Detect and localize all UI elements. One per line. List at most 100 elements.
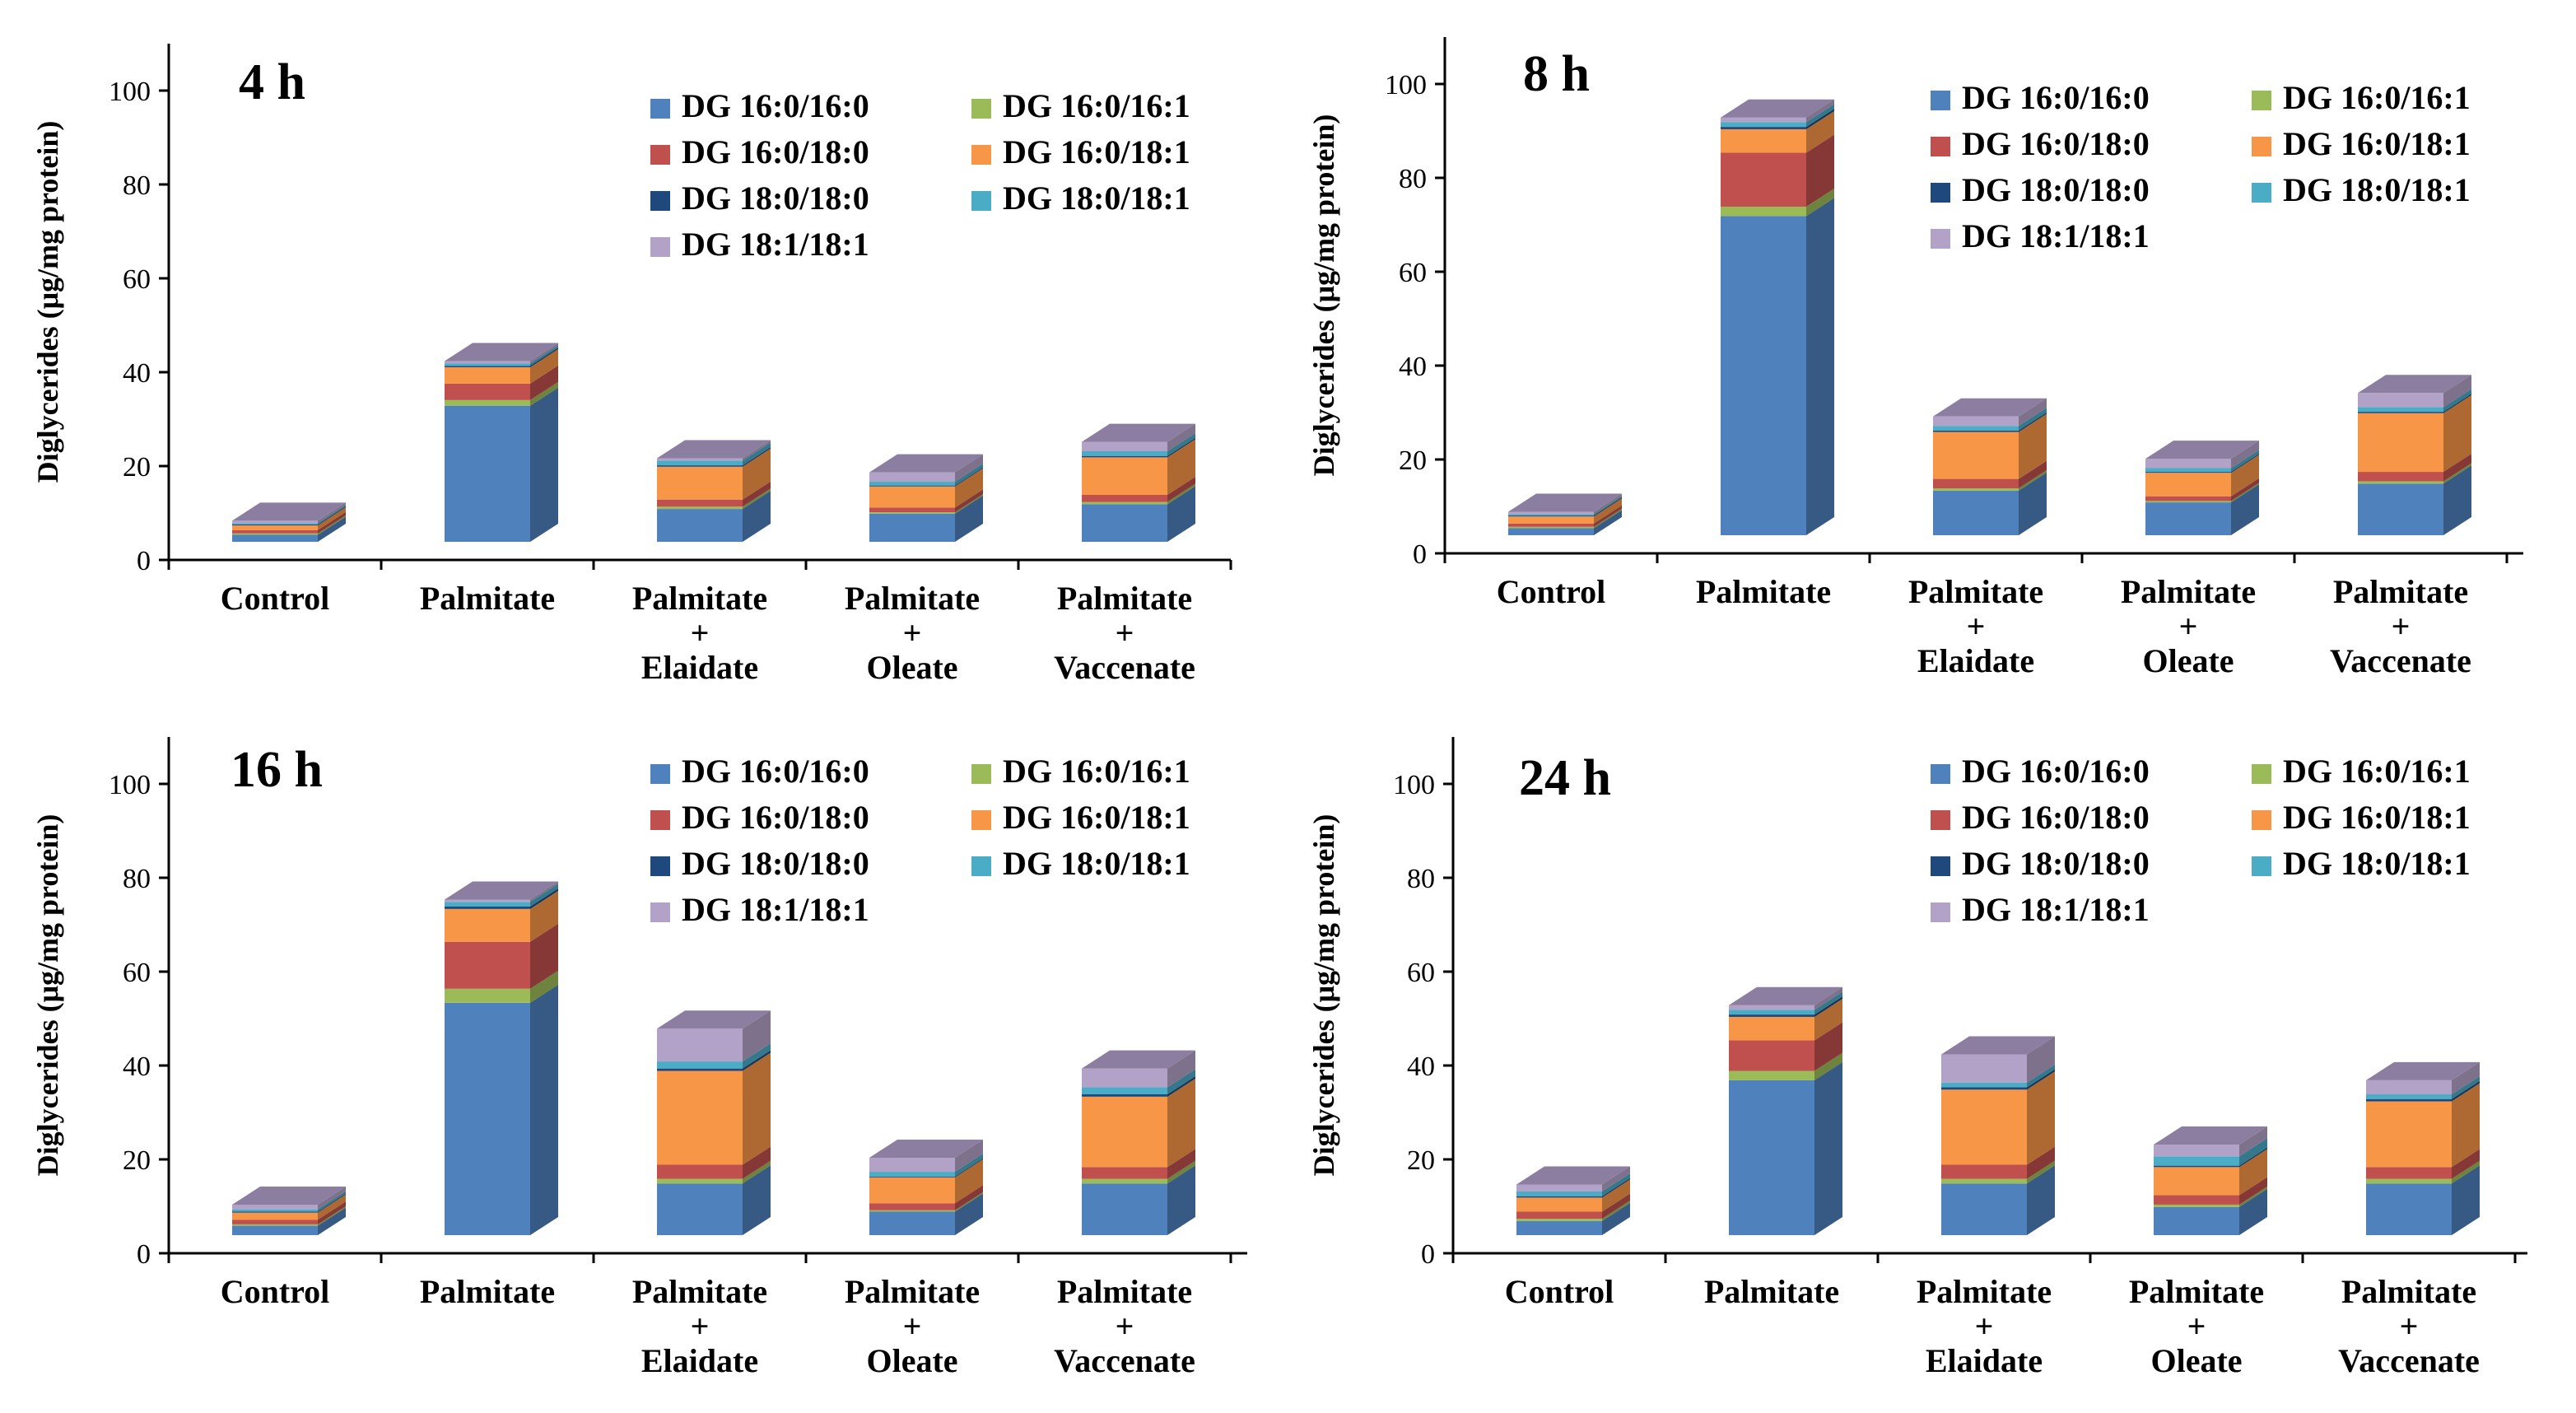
bar-segment <box>1508 515 1594 517</box>
bar-segment <box>1082 1068 1167 1088</box>
bar-segment-side <box>2019 398 2047 427</box>
bar-2 <box>1721 99 1834 535</box>
bar-1 <box>232 1186 346 1235</box>
bar-segment-side <box>743 1160 771 1184</box>
bar-segment <box>1082 1087 1167 1094</box>
legend-swatch <box>1931 856 1950 876</box>
bar-segment <box>657 1164 743 1179</box>
bar-segment <box>1082 501 1167 505</box>
bar-segment <box>869 1211 955 1235</box>
bar-segment-side <box>318 1191 346 1212</box>
bar-segment <box>1721 127 1806 129</box>
bar-top <box>445 881 558 900</box>
bar-segment-side <box>1814 991 1842 1015</box>
bar-4 <box>869 1139 983 1235</box>
bar-top <box>1516 1166 1630 1185</box>
bar-segment-side <box>318 1207 346 1235</box>
bar-top <box>2358 375 2471 394</box>
bar-segment <box>2145 472 2231 473</box>
bar-segment-side <box>955 454 983 483</box>
bar-segment-side <box>1167 423 1195 451</box>
bar-segment-side <box>2443 454 2471 482</box>
bar-top <box>657 1010 771 1029</box>
bar-segment <box>445 363 530 366</box>
bar-segment <box>1941 1054 2027 1083</box>
bar-segment <box>445 399 530 406</box>
bar-3 <box>1933 398 2047 535</box>
y-tick-label: 100 <box>109 770 151 800</box>
bar-segment-side <box>530 884 558 907</box>
bar-segment-side <box>1806 189 1834 217</box>
legend: DG 16:0/16:0 DG 16:0/16:1 DG 16:0/18:0 DG 1… <box>1931 753 2471 928</box>
x-tick-label: Palmitate <box>2333 573 2468 610</box>
bar-segment <box>657 460 743 466</box>
bar-segment <box>2145 502 2231 535</box>
x-tick-label: + <box>903 1308 922 1345</box>
bar-segment-side <box>955 464 983 486</box>
x-tick-label: Vaccenate <box>1054 649 1195 686</box>
bar-top <box>1721 99 1834 118</box>
y-tick-label: 0 <box>137 1239 151 1270</box>
legend-swatch <box>1931 137 1950 156</box>
bar-segment-side <box>530 890 558 942</box>
bar-segment-side <box>318 502 346 524</box>
bar-segment <box>2366 1167 2452 1179</box>
bar-segment <box>445 405 530 542</box>
bar-segment-side <box>1167 439 1195 495</box>
legend-swatch <box>2252 137 2271 156</box>
x-tick-label: Palmitate <box>1704 1273 1839 1310</box>
x-tick-label: Elaidate <box>641 649 758 686</box>
bar-segment <box>1516 1196 1602 1198</box>
x-tick-label: Palmitate <box>2129 1273 2264 1310</box>
bar-segment-side <box>2443 463 2471 484</box>
bar-top <box>232 1186 346 1205</box>
bar-segment-side <box>2239 1138 2267 1166</box>
bar-segment <box>232 525 318 530</box>
y-tick-label: 100 <box>1385 70 1427 100</box>
bar-segment <box>232 1211 318 1213</box>
bar-segment <box>1082 1094 1167 1097</box>
bar-segment-side <box>1602 1178 1630 1198</box>
bar-4 <box>2154 1126 2267 1235</box>
x-tick-label: Palmitate <box>2341 1273 2476 1310</box>
bar-segment <box>232 1219 318 1224</box>
bar-segment <box>1508 511 1594 515</box>
bar-segment-side <box>2027 1064 2055 1088</box>
chart-title: 24 h <box>1519 750 1611 806</box>
bar-segment-side <box>1167 1069 1195 1094</box>
bar-segment <box>2366 1101 2452 1168</box>
bar-segment-side <box>1594 505 1622 527</box>
chart-panel-4h: 0 20 40 60 80 100 Diglycerides (μg/mg protein)… <box>31 44 1232 686</box>
bar-segment <box>869 472 955 483</box>
x-tick-label: Palmitate <box>1696 573 1831 610</box>
bar-segment-side <box>1602 1193 1630 1219</box>
bar-top <box>1729 986 1842 1005</box>
bar-segment <box>445 366 530 367</box>
bar-2 <box>1729 986 1842 1235</box>
bar-segment <box>2145 473 2231 497</box>
bar-segment <box>1941 1082 2027 1088</box>
y-tick-label: 100 <box>109 77 151 107</box>
bar-segment-side <box>743 1146 771 1179</box>
bar-segment-side <box>2027 1165 2055 1235</box>
bar-segment-side <box>1167 1165 1195 1235</box>
bar-segment-side <box>530 381 558 406</box>
legend-label: DG 18:1/18:1 <box>682 891 869 928</box>
legend-swatch <box>1931 902 1950 922</box>
bar-segment <box>1516 1211 1602 1219</box>
bar-segment-side <box>2019 408 2047 431</box>
bar-segment-side <box>1806 104 1834 128</box>
bar-segment <box>657 1068 743 1071</box>
bar-segment <box>869 1203 955 1210</box>
bar-top <box>1082 423 1195 442</box>
bar-segment <box>445 1002 530 1235</box>
bar-segment <box>657 458 743 461</box>
chart-panel-8h: 0 20 40 60 80 100 Diglycerides (μg/mg protein)… <box>1307 37 2523 679</box>
x-tick-label: + <box>691 614 710 651</box>
bar-segment <box>1729 1014 1814 1017</box>
bar-segment <box>2358 483 2443 535</box>
legend-swatch <box>650 902 670 922</box>
legend-swatch <box>1931 183 1950 203</box>
bar-4 <box>869 454 983 542</box>
y-tick-label: 0 <box>1413 539 1427 570</box>
